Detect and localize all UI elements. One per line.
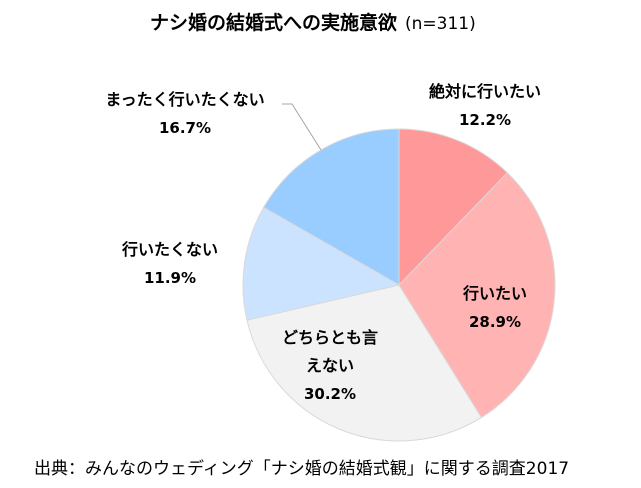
label-text: 絶対に行いたい — [428, 82, 541, 101]
slice-label-0: 絶対に行いたい 12.2% — [400, 78, 570, 134]
pie-slice-0 — [398, 128, 509, 287]
data-label: 12.2% — [458, 111, 512, 129]
source-note: 出典：みんなのウェディング「ナシ婚の結婚式観」に関する調査2017 — [34, 459, 570, 479]
label-text: どちらとも言えない — [281, 328, 378, 375]
data-label: 11.9% — [143, 269, 197, 287]
pie-slice-3 — [242, 206, 401, 321]
label-text: 行いたい — [462, 284, 527, 303]
slice-label-1: 行いたい 28.9% — [440, 280, 550, 336]
title-text: ナシ婚の結婚式への実施意欲 — [150, 12, 398, 34]
sample-size: (n=311) — [405, 14, 476, 34]
label-text: まったく行いたくない — [105, 90, 265, 109]
data-label: 28.9% — [468, 313, 522, 331]
pie-slice-1 — [398, 172, 556, 419]
leader-line — [282, 103, 322, 151]
data-label: 16.7% — [158, 119, 212, 137]
label-text: 行いたくない — [121, 240, 218, 259]
slice-label-4: まったく行いたくない 16.7% — [85, 86, 285, 142]
slice-label-2: どちらとも言えない 30.2% — [275, 324, 385, 408]
slice-label-3: 行いたくない 11.9% — [100, 236, 240, 292]
data-label: 30.2% — [303, 385, 357, 403]
chart-title: ナシ婚の結婚式への実施意欲 (n=311) — [150, 8, 476, 35]
